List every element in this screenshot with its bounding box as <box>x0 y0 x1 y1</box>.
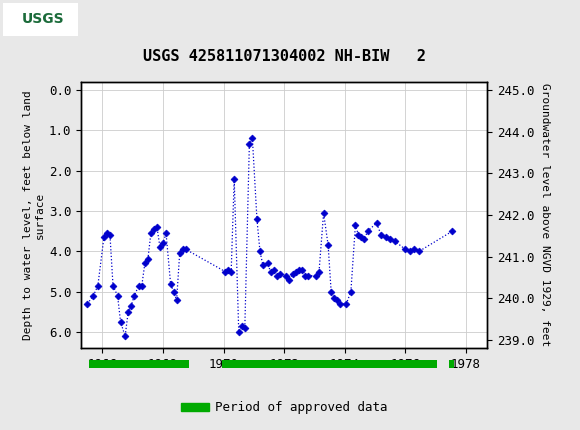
Text: USGS: USGS <box>22 12 65 26</box>
FancyBboxPatch shape <box>3 3 78 36</box>
Y-axis label: Groundwater level above NGVD 1929, feet: Groundwater level above NGVD 1929, feet <box>540 83 550 347</box>
Legend: Period of approved data: Period of approved data <box>176 396 392 419</box>
Text: USGS 425811071304002 NH-BIW   2: USGS 425811071304002 NH-BIW 2 <box>143 49 426 64</box>
Y-axis label: Depth to water level, feet below land
surface: Depth to water level, feet below land su… <box>23 90 45 340</box>
